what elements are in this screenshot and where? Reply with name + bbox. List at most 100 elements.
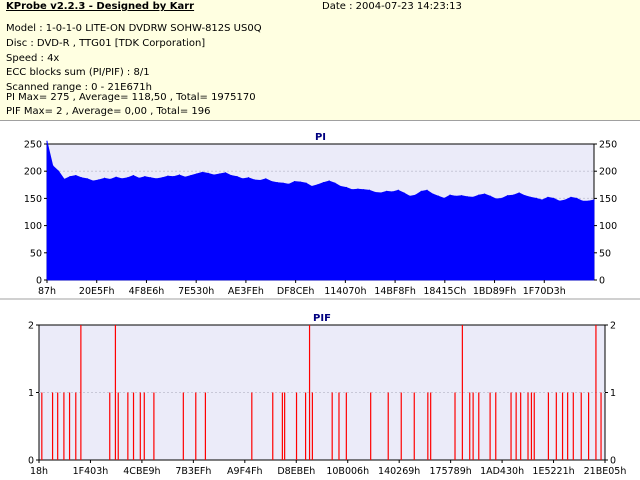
pi-data-point (426, 189, 428, 191)
pi-data-point (420, 190, 422, 192)
pi-data-point (57, 170, 60, 172)
pif-ytick-label-right: 0 (610, 456, 616, 467)
pi-data-point (397, 189, 399, 191)
pi-data-point (547, 196, 549, 198)
pi-data-point (460, 195, 463, 197)
pi-data-point (259, 179, 261, 182)
pi-data-point (570, 196, 572, 198)
pif-xtick-label: 1AD430h (480, 466, 524, 477)
pi-data-point (201, 171, 204, 173)
pi-ytick-label: 200 (24, 167, 42, 178)
pi-data-point (299, 181, 301, 183)
pi-data-point (351, 189, 353, 191)
pi-data-point (409, 195, 411, 197)
pi-data-point (282, 182, 284, 184)
pi-data-point (207, 172, 209, 174)
pi-data-point (213, 174, 215, 176)
pif-xtick-label: 140269h (378, 466, 420, 477)
pi-ytick-label-right: 150 (599, 194, 617, 205)
pi-data-point (305, 182, 307, 184)
pi-data-point (322, 182, 324, 184)
pi-data-point (593, 199, 595, 201)
drive-model: Model : 1-0-1-0 LITE-ON DVDRW SOHW-812S … (6, 23, 262, 34)
pi-chart-title: PI (315, 132, 326, 143)
pi-ytick-label: 50 (30, 248, 42, 259)
pi-data-point (115, 176, 117, 178)
pif-xtick-label: 10B006h (326, 466, 369, 477)
pi-data-point (501, 197, 503, 199)
pi-data-point (391, 191, 394, 193)
ecc-blocks: ECC blocks sum (PI/PIF) : 8/1 (6, 67, 150, 78)
pi-data-point (495, 198, 497, 200)
pi-data-point (357, 188, 359, 190)
pi-data-point (345, 186, 348, 189)
pi-data-point (230, 174, 232, 177)
pi-data-point (127, 177, 129, 179)
pi-data-point (219, 173, 221, 175)
pi-data-point (167, 175, 169, 177)
pi-data-point (236, 176, 238, 178)
pi-data-point (161, 177, 163, 179)
pi-data-point (121, 178, 123, 180)
pi-data-point (437, 195, 440, 197)
pi-data-point (80, 177, 83, 179)
pi-data-point (380, 192, 382, 194)
pi-data-point (63, 178, 65, 180)
pi-data-point (334, 182, 336, 184)
pi-data-point (311, 185, 313, 188)
pif-ytick-label-right: 2 (610, 321, 616, 332)
pi-data-point (386, 190, 388, 192)
pi-xtick-label: AE3FEh (228, 286, 264, 297)
pif-ytick-label-right: 1 (610, 388, 616, 399)
pi-chart: PI 0 0 50 50 100 100 150 150 200 200 250 250 87h 20E5F… (24, 132, 617, 297)
pif-xtick-label: D8EBEh (277, 466, 315, 477)
pi-data-point (368, 189, 371, 191)
pi-data-point (92, 180, 94, 182)
pi-summary: PI Max= 275 , Average= 118,50 , Total= 1… (6, 92, 256, 103)
pi-data-point (265, 178, 267, 180)
pi-data-point (184, 176, 186, 178)
pi-data-point (132, 174, 134, 177)
pi-data-point (242, 178, 244, 180)
pi-data-point (328, 180, 330, 182)
pi-ytick-label-right: 0 (599, 276, 605, 287)
pi-xtick-label: 14BF8Fh (374, 286, 416, 297)
pi-data-point (46, 140, 48, 142)
pif-ytick-label: 0 (28, 456, 34, 467)
pi-data-point (576, 197, 578, 199)
info-panel: KProbe v2.2.3 - Designed by Karr Date : … (0, 0, 640, 121)
pif-xtick-label: 1E5221h (532, 466, 574, 477)
pi-ytick-label: 0 (36, 276, 42, 287)
pi-data-point (449, 194, 451, 196)
pif-summary: PIF Max= 2 , Average= 0,00 , Total= 196 (6, 106, 211, 117)
pi-data-point (512, 194, 514, 196)
pi-data-point (443, 197, 445, 199)
pi-data-point (403, 192, 405, 194)
app-title: KProbe v2.2.3 - Designed by Karr (6, 1, 195, 12)
pi-data-point (317, 184, 319, 186)
pi-data-point (541, 199, 543, 201)
pi-data-point (340, 185, 342, 188)
pi-data-point (293, 180, 296, 183)
pi-data-point (144, 176, 146, 178)
pi-data-point (196, 173, 198, 175)
pi-xtick-label: 4F8E6h (129, 286, 165, 297)
pif-xtick-label: 4CBE9h (123, 466, 160, 477)
pi-data-point (432, 193, 434, 195)
pi-ytick-label-right: 200 (599, 167, 617, 178)
pi-data-point (75, 174, 77, 177)
pi-data-point (224, 172, 227, 174)
pi-data-point (253, 179, 255, 181)
pi-data-point (178, 174, 181, 176)
pi-data-point (530, 196, 532, 198)
pi-ytick-label-right: 50 (599, 248, 611, 259)
pi-xtick-label: 1F70D3h (523, 286, 566, 297)
pif-xtick-label: 1F403h (73, 466, 109, 477)
pi-xtick-label: 20E5Fh (79, 286, 115, 297)
pif-chart: PIF 0 0 1 1 2 2 18h 1F403h 4CBE9h 7B3EFh A9F4Fh D8EB… (28, 313, 626, 477)
pi-xtick-label: DF8CEh (277, 286, 314, 297)
pi-data-point (69, 176, 71, 178)
pi-data-point (478, 194, 480, 196)
pi-data-point (564, 199, 566, 201)
